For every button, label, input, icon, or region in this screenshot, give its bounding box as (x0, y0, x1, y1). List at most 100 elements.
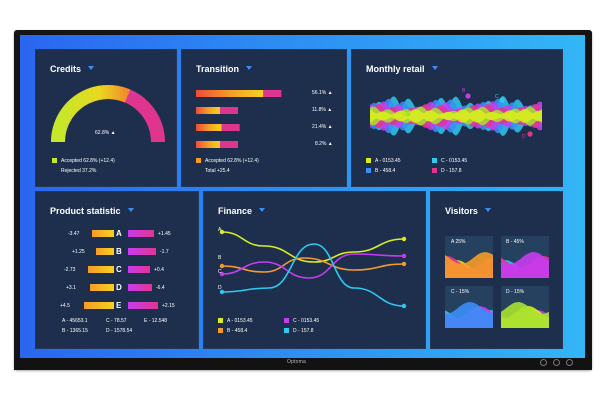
visitor-area-layer (445, 252, 493, 278)
finance-series-line (221, 243, 405, 307)
finance-point (219, 289, 225, 295)
visitor-area-layer (445, 302, 493, 328)
legend-swatch (432, 158, 437, 163)
panel-title[interactable]: Finance (218, 206, 266, 216)
transition-value: 11.8% ▲ (312, 107, 333, 113)
finance-series-line (221, 253, 405, 279)
display-bezel-bottom (14, 358, 592, 370)
product-bar-right (128, 302, 158, 309)
chevron-down-icon[interactable] (484, 208, 491, 212)
product-left-value: +3.1 (66, 285, 76, 291)
point-label: A (402, 112, 406, 118)
up-arrow-icon: ▲ (110, 130, 116, 136)
transition-bar-remainder (263, 90, 282, 97)
footer-stat: D - 1578.54 (106, 328, 133, 334)
line-label: C (218, 269, 222, 275)
footer-stat: B - 1365.15 (62, 328, 88, 334)
legend-swatch (218, 318, 223, 323)
finance-line-chart (219, 229, 407, 309)
legend-swatch-accepted (196, 158, 201, 163)
product-statistic-panel: Product statistic -3.47 A +1.45 +1.25 B -1.7 -… (35, 191, 199, 349)
visitor-card-label: B - 45% (506, 239, 524, 245)
transition-bar (196, 124, 222, 131)
panel-title[interactable]: Product statistic (50, 206, 134, 216)
legend-item: A - 0153.45 (375, 158, 401, 164)
product-bar-right (128, 248, 156, 255)
legend-item: B - 458.4 (375, 168, 396, 174)
product-bar-left (92, 230, 114, 237)
retail-point (405, 111, 411, 117)
line-label: A (218, 227, 222, 233)
legend-accepted: Accepted 62.8% (+12.4) (205, 158, 259, 164)
legend-swatch-accepted (52, 158, 57, 163)
legend-item: D - 157.8 (441, 168, 462, 174)
visitor-card-label: D - 15% (506, 289, 525, 295)
finance-series-line (221, 257, 405, 273)
product-bar-left (96, 248, 114, 255)
finance-point (401, 236, 407, 242)
product-bar-left (90, 284, 114, 291)
panel-title[interactable]: Transition (196, 64, 253, 74)
retail-point (499, 97, 505, 103)
footer-stat: A - 45653.1 (62, 318, 88, 324)
legend-total: Total +25.4 (205, 168, 230, 174)
product-right-value: +1.45 (158, 231, 171, 237)
visitors-panel: Visitors A 25% B - 45% C - 15% D - 15% (430, 191, 563, 349)
product-left-value: -2.73 (64, 267, 76, 273)
display-button[interactable] (553, 359, 560, 366)
chevron-down-icon[interactable] (88, 66, 95, 70)
chevron-down-icon[interactable] (127, 208, 134, 212)
product-letter: C (116, 265, 122, 274)
visitors-area-cards (445, 236, 549, 328)
point-label: B (462, 88, 466, 94)
product-right-value: -6.4 (156, 285, 165, 291)
chevron-down-icon[interactable] (259, 208, 266, 212)
transition-value: 21.4% ▲ (312, 124, 333, 130)
product-right-value: +2.15 (162, 303, 175, 309)
legend-rejected: Rejected 37.2% (61, 168, 97, 174)
legend-item: C - 0153.45 (293, 318, 320, 324)
product-bar-right (128, 284, 152, 291)
legend-swatch (366, 158, 371, 163)
product-bar-left (84, 302, 114, 309)
legend-swatch (432, 168, 437, 173)
product-left-value: +4.5 (60, 303, 70, 309)
line-label: B (218, 255, 222, 261)
product-right-value: +0.4 (154, 267, 164, 273)
panel-title[interactable]: Monthly retail (366, 64, 438, 74)
display-buttons (540, 359, 573, 366)
chevron-down-icon[interactable] (246, 66, 253, 70)
product-left-value: -3.47 (68, 231, 80, 237)
retail-wave-chart (370, 93, 542, 137)
transition-bar-remainder (220, 141, 238, 148)
retail-point (465, 93, 471, 99)
finance-panel: Finance A B C D A - 0153.45 C - 0153.45 … (203, 191, 426, 349)
panel-title[interactable]: Visitors (445, 206, 491, 216)
product-left-value: +1.25 (72, 249, 85, 255)
retail-wave-layer (370, 109, 542, 123)
brand-logo: Optoma (287, 359, 306, 365)
finance-series-line (221, 231, 405, 263)
product-right-value: -1.7 (160, 249, 169, 255)
legend-swatch (284, 328, 289, 333)
chevron-down-icon[interactable] (431, 66, 438, 70)
legend-item: C - 0153.45 (441, 158, 468, 164)
visitor-area-layer (501, 302, 549, 328)
transition-bar (196, 107, 220, 114)
transition-bar-remainder (221, 124, 240, 131)
transition-value: 56.1% ▲ (312, 90, 333, 96)
visitor-area-layer (501, 252, 549, 278)
panel-title[interactable]: Credits (50, 64, 95, 74)
product-bar-left (88, 266, 114, 273)
power-button[interactable] (566, 359, 573, 366)
footer-stat: E - 12.548 (144, 318, 168, 324)
legend-item: A - 0153.45 (227, 318, 253, 324)
transition-bars (196, 90, 282, 148)
transition-bar (196, 90, 264, 97)
finance-point (219, 229, 225, 235)
monthly-retail-panel: Monthly retail A B C D A - 0153.45 B - 4… (351, 49, 563, 187)
legend-item: D - 157.8 (293, 328, 314, 334)
product-letter: A (116, 229, 122, 238)
product-letter: E (116, 301, 122, 310)
display-button[interactable] (540, 359, 547, 366)
